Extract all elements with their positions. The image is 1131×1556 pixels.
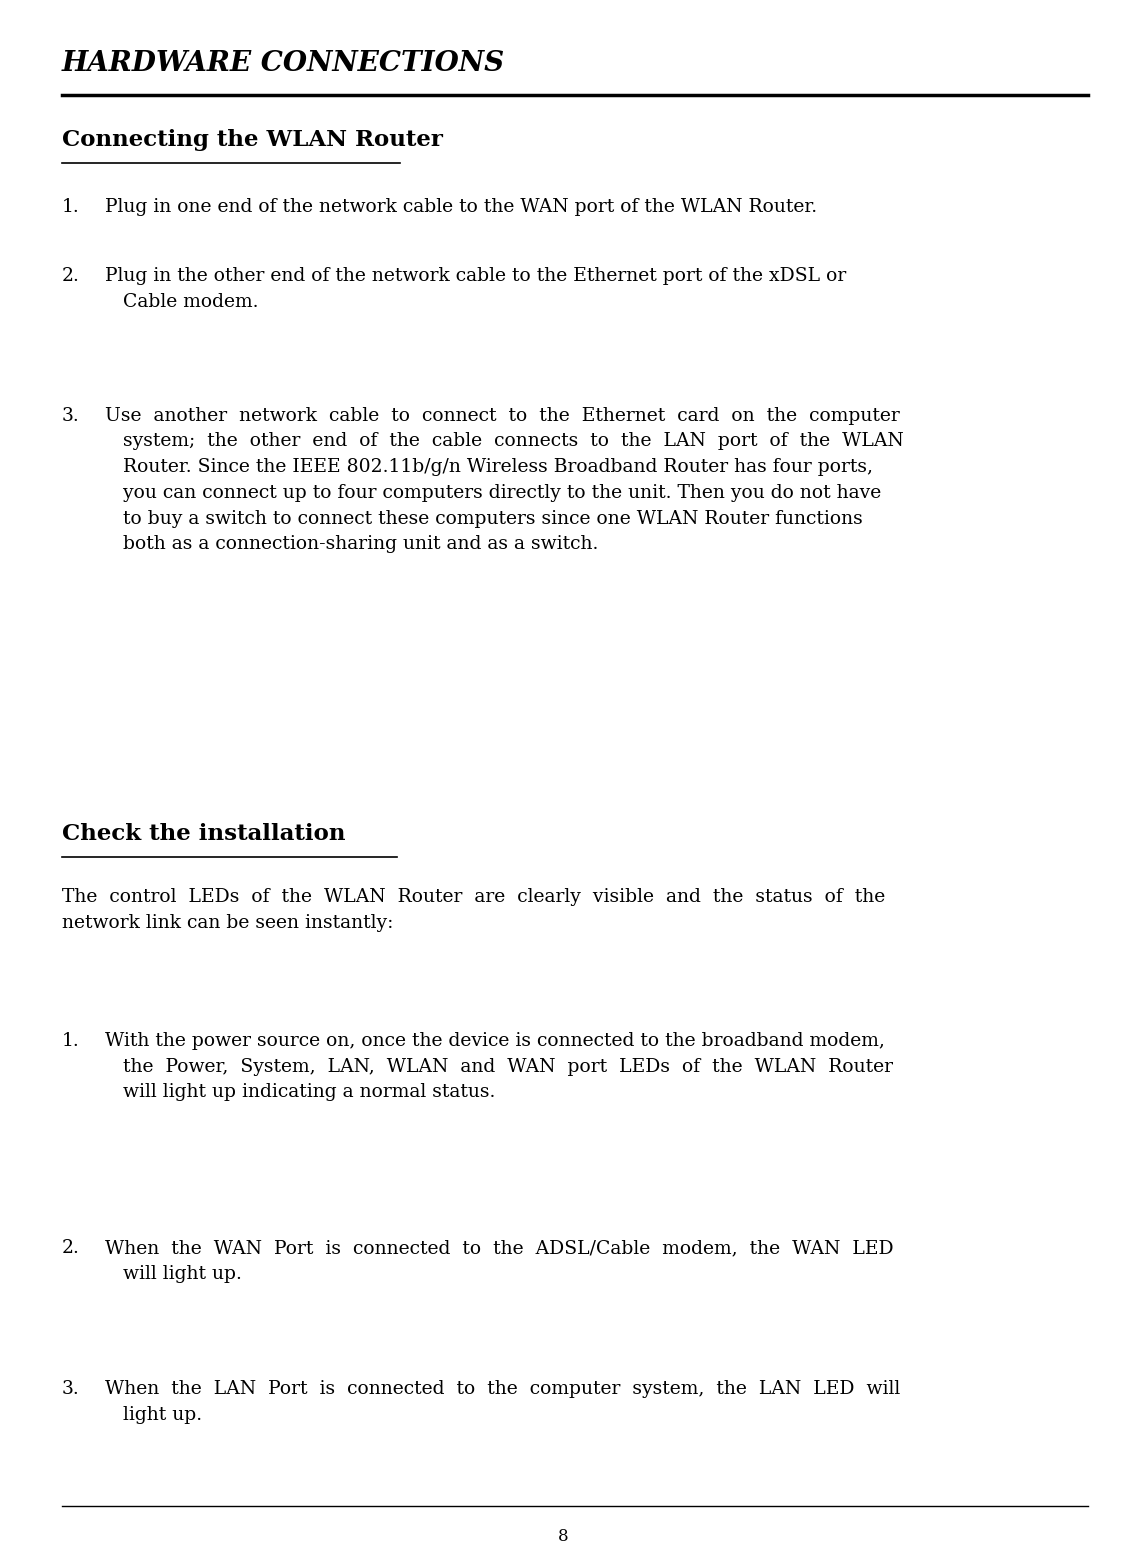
Text: 1.: 1.	[62, 1032, 80, 1050]
Text: When  the  LAN  Port  is  connected  to  the  computer  system,  the  LAN  LED  : When the LAN Port is connected to the co…	[105, 1380, 900, 1424]
Text: The  control  LEDs  of  the  WLAN  Router  are  clearly  visible  and  the  stat: The control LEDs of the WLAN Router are …	[62, 888, 886, 932]
Text: Connecting the WLAN Router: Connecting the WLAN Router	[62, 129, 443, 151]
Text: 3.: 3.	[62, 1380, 80, 1399]
Text: 2.: 2.	[62, 268, 80, 285]
Text: HARDWARE CONNECTIONS: HARDWARE CONNECTIONS	[62, 50, 506, 76]
Text: With the power source on, once the device is connected to the broadband modem,
 : With the power source on, once the devic…	[105, 1032, 892, 1102]
Text: When  the  WAN  Port  is  connected  to  the  ADSL/Cable  modem,  the  WAN  LED
: When the WAN Port is connected to the AD…	[105, 1239, 893, 1282]
Text: Use  another  network  cable  to  connect  to  the  Ethernet  card  on  the  com: Use another network cable to connect to …	[105, 406, 904, 554]
Text: Plug in one end of the network cable to the WAN port of the WLAN Router.: Plug in one end of the network cable to …	[105, 198, 817, 216]
Text: Check the installation: Check the installation	[62, 823, 345, 845]
Text: 2.: 2.	[62, 1239, 80, 1257]
Text: Plug in the other end of the network cable to the Ethernet port of the xDSL or
 : Plug in the other end of the network cab…	[105, 268, 846, 311]
Text: 8: 8	[559, 1528, 569, 1545]
Text: 1.: 1.	[62, 198, 80, 216]
Text: 3.: 3.	[62, 406, 80, 425]
